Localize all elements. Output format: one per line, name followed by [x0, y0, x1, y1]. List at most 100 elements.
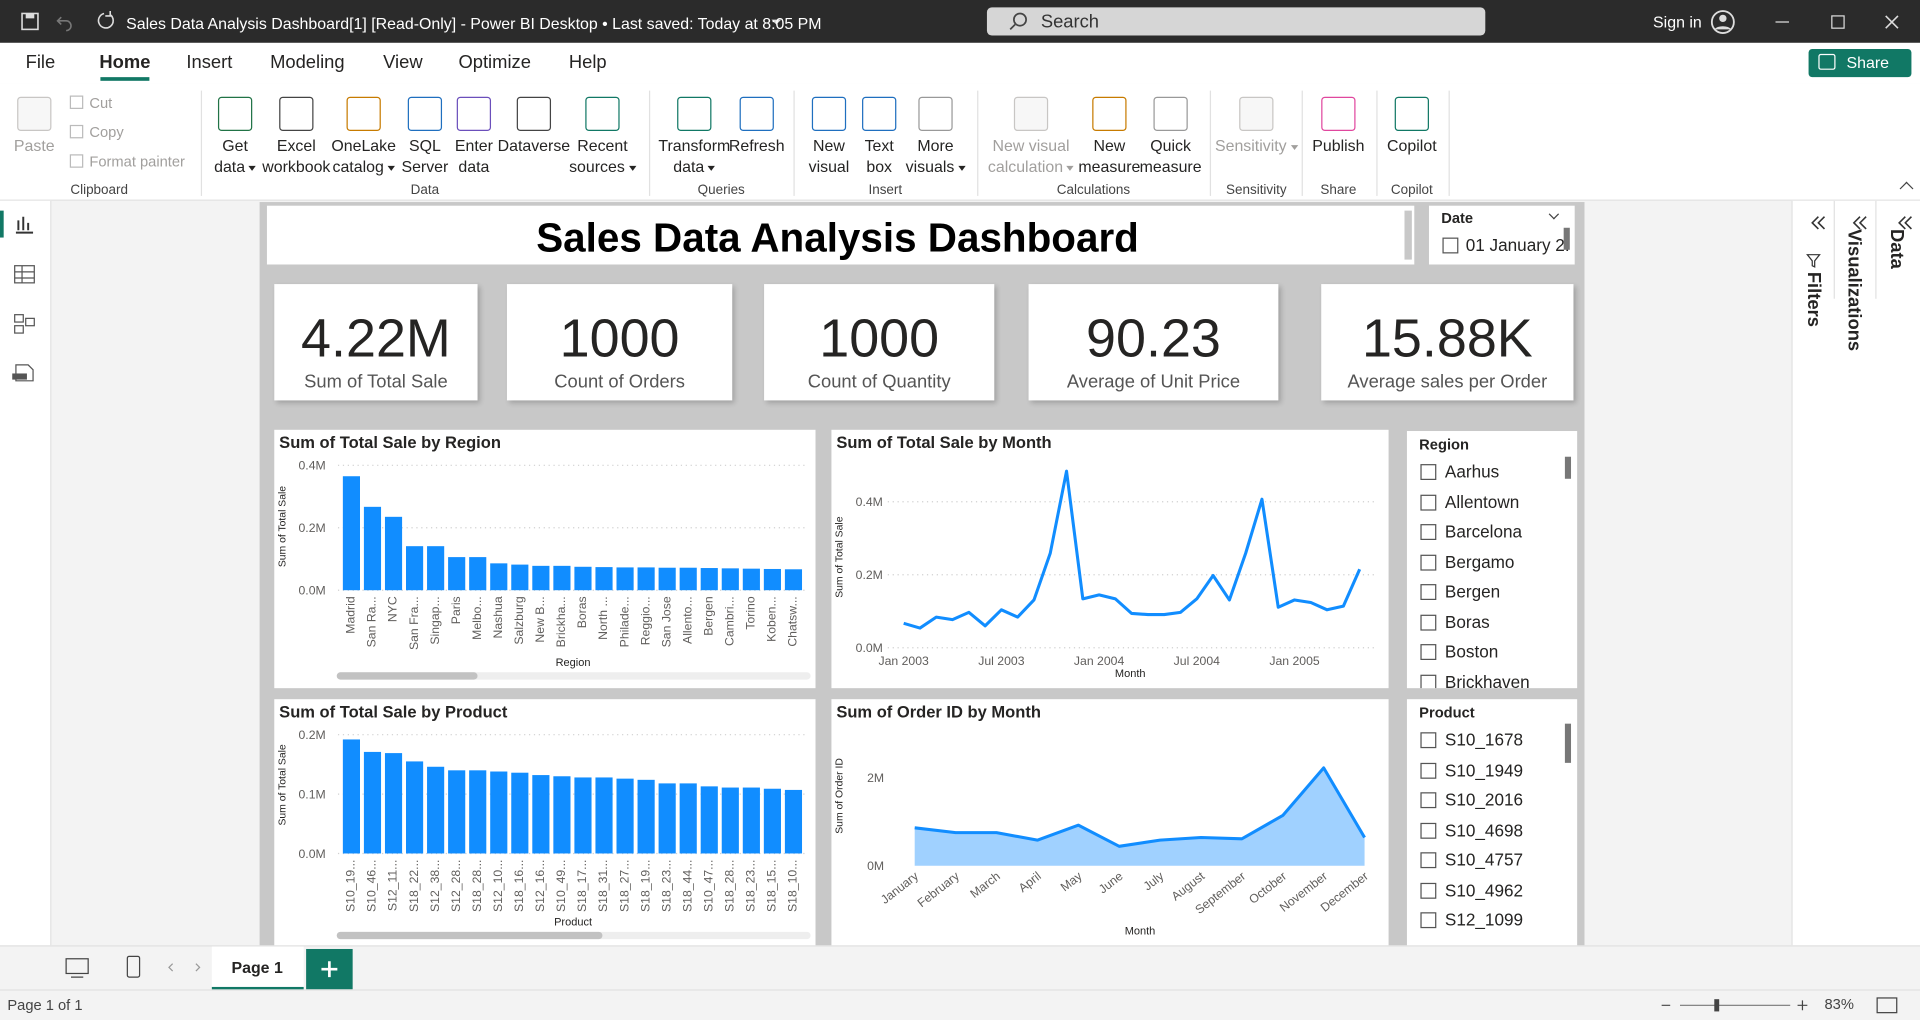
slicer-checkbox[interactable] — [1420, 912, 1437, 929]
ribbon-button-label[interactable]: workbook — [262, 157, 331, 176]
ribbon-button-label[interactable]: visual — [808, 157, 850, 176]
slicer-checkbox[interactable] — [1420, 584, 1437, 601]
kpi-card — [1321, 284, 1574, 401]
ribbon-icon[interactable] — [1153, 96, 1188, 132]
ribbon-button-label[interactable]: Quick — [1150, 136, 1191, 155]
ribbon-icon[interactable] — [456, 96, 492, 132]
ribbon-button-label[interactable]: box — [866, 157, 893, 176]
ribbon-button-label[interactable]: More — [917, 136, 954, 155]
ribbon-button-label[interactable]: Transform — [658, 136, 731, 155]
slicer-item[interactable]: S10_2016 — [1444, 789, 1524, 810]
ribbon-button-label[interactable]: measure — [1078, 157, 1141, 176]
slicer-checkbox[interactable] — [1420, 554, 1437, 571]
ribbon-button-label[interactable]: Refresh — [728, 136, 785, 155]
ribbon-button-label[interactable]: data — [214, 159, 257, 174]
ribbon-icon[interactable] — [217, 96, 253, 132]
ribbon-button-label[interactable]: measure — [1139, 157, 1202, 176]
slicer-checkbox[interactable] — [1420, 732, 1437, 749]
ribbon-icon[interactable] — [1394, 96, 1429, 132]
slicer-item[interactable]: Boras — [1444, 611, 1490, 632]
menu-tab[interactable]: Home — [99, 52, 151, 73]
sign-in[interactable]: Sign in — [1653, 12, 1702, 32]
slicer-checkbox[interactable] — [1420, 614, 1437, 631]
slicer-item[interactable]: 01 January 2. — [1465, 235, 1570, 255]
slicer-checkbox[interactable] — [1420, 644, 1437, 661]
ribbon-icon[interactable] — [516, 96, 552, 132]
slicer-item[interactable]: S10_4757 — [1444, 849, 1524, 870]
slicer-checkbox[interactable] — [1420, 762, 1437, 779]
ribbon-button-label[interactable]: Recent — [577, 136, 628, 155]
pane-tab[interactable]: Data — [1886, 228, 1908, 269]
ribbon-button-label[interactable]: New — [813, 136, 845, 155]
ribbon-icon[interactable] — [1092, 96, 1127, 132]
slicer-item[interactable]: S10_1949 — [1444, 759, 1524, 780]
menu-tab[interactable]: Optimize — [458, 52, 531, 73]
menu-tab[interactable]: View — [383, 52, 423, 73]
menu-tab[interactable]: Help — [568, 52, 607, 73]
ribbon-button-label[interactable]: Publish — [1312, 136, 1365, 155]
slicer-item[interactable]: S12_1099 — [1444, 909, 1524, 930]
slicer-item[interactable]: S10_1678 — [1444, 729, 1524, 750]
slicer-item[interactable]: Bergen — [1444, 581, 1501, 602]
ribbon-icon[interactable] — [811, 96, 847, 132]
ribbon-button-label[interactable]: Dataverse — [497, 136, 571, 155]
ribbon-button-label[interactable]: Copilot — [1387, 136, 1437, 155]
slicer-checkbox[interactable] — [1420, 674, 1437, 689]
ribbon-button-label[interactable]: New — [1093, 136, 1126, 155]
slicer-checkbox[interactable] — [1420, 822, 1437, 839]
zoom-slider[interactable] — [0, 991, 1920, 1020]
page-tab[interactable] — [211, 946, 304, 991]
ribbon-button-label[interactable]: Server — [401, 157, 449, 176]
ribbon-icon[interactable] — [739, 96, 774, 132]
share-button[interactable] — [1808, 48, 1912, 78]
ribbon-button-label[interactable]: catalog — [332, 159, 395, 174]
ribbon-icon[interactable] — [918, 96, 953, 132]
slicer-checkbox[interactable] — [1420, 882, 1437, 899]
slicer-item[interactable]: Allentown — [1444, 491, 1520, 512]
search-box[interactable] — [986, 7, 1486, 36]
ribbon-button-label[interactable]: Get — [222, 136, 248, 155]
slicer-checkbox[interactable] — [1420, 524, 1437, 541]
pane-tab[interactable]: Filters — [1803, 271, 1824, 327]
pane-tab[interactable]: Visualizations — [1843, 228, 1865, 352]
menu-tab[interactable]: File — [25, 52, 56, 73]
slicer-scrollbar[interactable] — [1564, 456, 1572, 479]
page-tab-label[interactable]: Page 1 — [231, 958, 283, 977]
search-placeholder[interactable]: Search — [1040, 11, 1100, 33]
share-label[interactable]: Share — [1846, 53, 1890, 72]
ribbon-button-label[interactable]: visuals — [906, 159, 966, 174]
slicer-checkbox[interactable] — [1420, 494, 1437, 511]
ribbon-button-label[interactable]: sources — [569, 159, 636, 174]
ribbon-button-label[interactable]: Excel — [276, 136, 316, 155]
ribbon-button-label[interactable]: Enter — [454, 136, 493, 155]
slicer-item[interactable]: Bergamo — [1444, 551, 1515, 572]
slicer-item[interactable]: S10_4962 — [1444, 879, 1524, 900]
menu-tab[interactable]: Insert — [186, 52, 233, 73]
slicer-checkbox[interactable] — [1420, 852, 1437, 869]
slicer-checkbox[interactable] — [1420, 792, 1437, 809]
slicer-item[interactable]: Boston — [1444, 641, 1499, 662]
ribbon-icon[interactable] — [585, 96, 620, 132]
ribbon-button-label[interactable]: data — [458, 157, 490, 176]
ribbon-button-label[interactable]: SQL — [408, 136, 441, 155]
slicer-checkbox[interactable] — [1442, 237, 1459, 254]
ribbon-icon[interactable] — [862, 96, 897, 132]
slicer-item[interactable]: S10_4698 — [1444, 819, 1524, 840]
add-page-button[interactable] — [306, 948, 353, 990]
slicer-item[interactable]: Aarhus — [1444, 461, 1500, 482]
slicer-scrollbar[interactable] — [1564, 723, 1572, 763]
ribbon-icon[interactable] — [346, 96, 381, 132]
ribbon-icon[interactable] — [677, 96, 712, 132]
ribbon-group-label: Clipboard — [70, 183, 129, 198]
ribbon-button-label[interactable]: OneLake — [331, 136, 396, 155]
menu-tab[interactable]: Modeling — [270, 52, 345, 73]
ribbon-icon[interactable] — [407, 96, 443, 132]
ribbon-icon[interactable] — [1321, 96, 1356, 132]
slicer-checkbox[interactable] — [1420, 464, 1437, 481]
kpi-card — [764, 284, 995, 401]
slicer-item[interactable]: Barcelona — [1444, 521, 1523, 542]
ribbon-button-label[interactable]: data — [673, 159, 716, 174]
ribbon-icon[interactable] — [279, 96, 314, 132]
ribbon-button-label[interactable]: Text — [864, 136, 894, 155]
slicer-item[interactable]: Brickhaven — [1444, 671, 1530, 689]
